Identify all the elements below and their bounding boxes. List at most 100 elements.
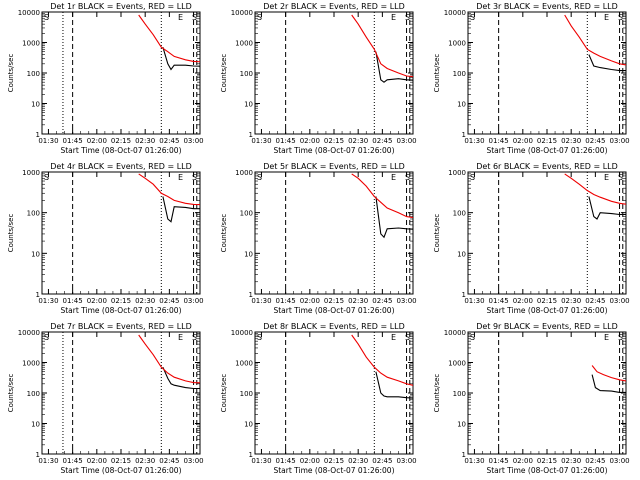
x-tick-label: 01:30 <box>464 457 484 465</box>
y-tick-label: 10 <box>31 250 40 258</box>
chart-panel-6: Det 6r BLACK = Events, RED = LLD10001001… <box>433 162 630 315</box>
x-tick-label: 02:15 <box>537 457 557 465</box>
y-tick-label: 100 <box>453 390 466 398</box>
events-series-line <box>162 47 200 71</box>
corner-flag-right: S <box>405 13 410 22</box>
y-tick-label: 10000 <box>231 9 253 17</box>
chart-panel-9: Det 9r BLACK = Events, RED = LLD10000100… <box>433 322 630 475</box>
x-tick-label: 02:15 <box>324 457 344 465</box>
corner-flag-right: S <box>618 13 623 22</box>
x-axis-label: Start Time (08-Oct-07 01:26:00) <box>273 466 394 475</box>
x-axis-label: Start Time (08-Oct-07 01:26:00) <box>273 306 394 315</box>
plot-frame <box>254 11 414 135</box>
x-tick-label: 02:45 <box>159 297 179 305</box>
x-axis-label: Start Time (08-Oct-07 01:26:00) <box>60 306 181 315</box>
y-tick-label: 100 <box>240 390 253 398</box>
y-tick-label: 10 <box>457 421 466 429</box>
x-tick-label: 01:45 <box>489 457 509 465</box>
corner-flag-left: S <box>470 173 475 182</box>
x-tick-label: 02:30 <box>135 137 155 145</box>
x-tick-label: 01:45 <box>63 297 83 305</box>
y-tick-label: 1 <box>249 131 253 139</box>
events-series-line <box>591 374 626 393</box>
chart-panel-2: Det 2r BLACK = Events, RED = LLD10000100… <box>220 2 417 155</box>
events-series-line <box>375 196 413 239</box>
x-tick-label: 03:00 <box>183 457 203 465</box>
corner-flag-left: S <box>257 13 262 22</box>
y-tick-label: 1 <box>36 451 40 459</box>
x-tick-label: 02:00 <box>300 457 320 465</box>
x-tick-label: 02:15 <box>537 137 557 145</box>
y-tick-label: 1 <box>462 291 466 299</box>
lld-series-line <box>351 334 413 386</box>
lld-series-line <box>138 173 200 206</box>
x-tick-label: 02:30 <box>135 457 155 465</box>
chart-panel-5: Det 5r BLACK = Events, RED = LLD10001001… <box>220 162 417 315</box>
events-series-line <box>162 196 200 223</box>
x-tick-label: 02:00 <box>300 297 320 305</box>
y-tick-label: 1000 <box>22 360 40 368</box>
x-tick-label: 02:45 <box>159 457 179 465</box>
y-tick-label: 100 <box>240 210 253 218</box>
corner-flag-e: E <box>178 13 183 22</box>
y-tick-label: 10000 <box>231 329 253 337</box>
x-tick-label: 02:00 <box>300 137 320 145</box>
y-tick-label: 1000 <box>448 169 466 177</box>
y-tick-label: 10 <box>244 250 253 258</box>
x-tick-label: 01:45 <box>489 137 509 145</box>
corner-flag-left: S <box>470 13 475 22</box>
x-tick-label: 03:00 <box>183 297 203 305</box>
events-series-line <box>588 196 626 220</box>
x-tick-label: 03:00 <box>609 137 629 145</box>
y-axis-label: Counts/sec <box>7 54 15 93</box>
x-tick-label: 02:00 <box>87 457 107 465</box>
x-tick-label: 01:45 <box>276 137 296 145</box>
chart-panel-3: Det 3r BLACK = Events, RED = LLD10000100… <box>433 2 630 155</box>
chart-title: Det 3r BLACK = Events, RED = LLD <box>476 2 618 11</box>
x-tick-label: 01:45 <box>63 137 83 145</box>
x-tick-label: 02:00 <box>513 137 533 145</box>
y-tick-label: 10000 <box>18 9 40 17</box>
corner-flag-right: S <box>405 173 410 182</box>
y-tick-label: 10 <box>457 250 466 258</box>
corner-flag-e: E <box>178 333 183 342</box>
plot-frame <box>41 331 201 455</box>
y-tick-label: 10000 <box>18 329 40 337</box>
plot-frame <box>467 331 627 455</box>
x-tick-label: 02:45 <box>372 137 392 145</box>
lld-series-line <box>564 173 626 205</box>
x-tick-label: 03:00 <box>396 137 416 145</box>
lld-series-line <box>351 14 413 78</box>
y-tick-label: 100 <box>27 70 40 78</box>
corner-flag-right: S <box>192 173 197 182</box>
y-tick-label: 10 <box>244 101 253 109</box>
x-tick-label: 02:45 <box>159 137 179 145</box>
x-axis-label: Start Time (08-Oct-07 01:26:00) <box>486 466 607 475</box>
x-tick-label: 01:45 <box>276 457 296 465</box>
x-tick-label: 02:15 <box>324 297 344 305</box>
plot-frame <box>41 11 201 135</box>
chart-title: Det 6r BLACK = Events, RED = LLD <box>476 162 618 171</box>
x-tick-label: 01:45 <box>276 297 296 305</box>
y-tick-label: 100 <box>453 70 466 78</box>
x-tick-label: 02:30 <box>348 137 368 145</box>
x-axis-label: Start Time (08-Oct-07 01:26:00) <box>486 146 607 155</box>
x-tick-label: 01:30 <box>464 137 484 145</box>
x-tick-label: 02:15 <box>324 137 344 145</box>
lld-series-line <box>591 365 626 382</box>
y-tick-label: 100 <box>240 70 253 78</box>
y-tick-label: 1000 <box>235 360 253 368</box>
x-tick-label: 01:45 <box>63 457 83 465</box>
corner-flag-e: E <box>604 333 609 342</box>
x-tick-label: 02:15 <box>111 457 131 465</box>
y-tick-label: 1 <box>36 131 40 139</box>
x-tick-label: 02:15 <box>111 297 131 305</box>
chart-panel-7: Det 7r BLACK = Events, RED = LLD10000100… <box>7 322 204 475</box>
y-tick-label: 1000 <box>22 40 40 48</box>
chart-title: Det 4r BLACK = Events, RED = LLD <box>50 162 192 171</box>
x-axis-label: Start Time (08-Oct-07 01:26:00) <box>60 466 181 475</box>
y-tick-label: 1 <box>249 291 253 299</box>
y-axis-label: Counts/sec <box>7 214 15 253</box>
corner-flag-right: S <box>618 333 623 342</box>
x-tick-label: 01:30 <box>38 137 58 145</box>
